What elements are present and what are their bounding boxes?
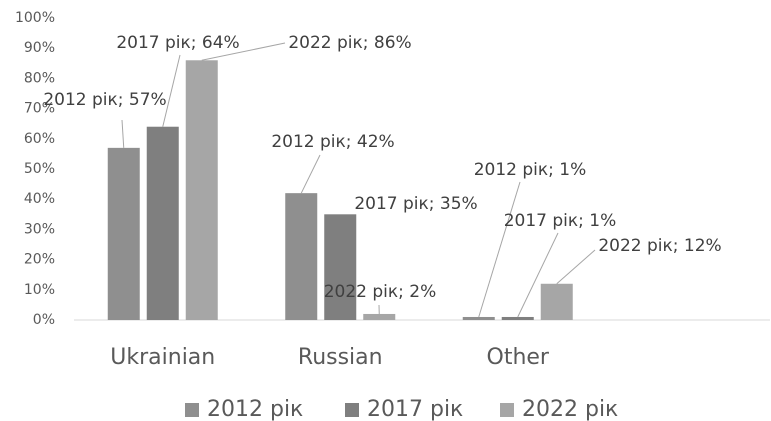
bar	[185, 60, 218, 320]
leader-line	[517, 232, 559, 318]
data-label: 2012 рік; 57%	[43, 90, 166, 110]
leader-line	[300, 154, 321, 194]
data-label: 2022 рік; 12%	[598, 236, 721, 256]
data-label: 2022 рік; 86%	[288, 33, 411, 53]
bar	[146, 126, 179, 320]
bar	[107, 147, 140, 320]
legend-label: 2012 рік	[207, 397, 303, 421]
y-tick-label: 50%	[24, 161, 55, 177]
y-tick-label: 20%	[24, 252, 55, 268]
data-label: 2022 рік; 2%	[324, 282, 437, 302]
legend-label: 2022 рік	[522, 397, 618, 421]
y-tick-label: 100%	[15, 10, 55, 26]
data-label: 2017 рік; 35%	[354, 194, 477, 214]
data-label: 2012 рік; 42%	[271, 132, 394, 152]
data-label: 2012 рік; 1%	[474, 160, 587, 180]
bar	[285, 193, 318, 320]
leader-line	[478, 181, 521, 318]
y-tick-label: 40%	[24, 191, 55, 207]
bar	[324, 214, 357, 320]
leader-line	[556, 249, 596, 285]
legend-swatch	[500, 403, 514, 417]
leader-line	[201, 42, 286, 61]
bar	[462, 316, 495, 320]
y-tick-label: 90%	[24, 40, 55, 56]
x-tick-label: Other	[487, 345, 550, 370]
leader-line	[121, 119, 125, 148]
bar	[501, 316, 534, 320]
x-tick-label: Ukrainian	[110, 345, 215, 370]
y-tick-label: 0%	[33, 312, 55, 328]
leader-line	[162, 54, 181, 127]
y-tick-label: 60%	[24, 131, 55, 147]
y-tick-label: 80%	[24, 70, 55, 86]
legend-swatch	[345, 403, 359, 417]
y-tick-label: 30%	[24, 221, 55, 237]
bar	[363, 313, 396, 320]
data-label: 2017 рік; 1%	[504, 211, 617, 231]
x-tick-label: Russian	[298, 345, 383, 370]
y-tick-label: 70%	[24, 101, 55, 117]
legend-swatch	[185, 403, 199, 417]
bar	[540, 283, 573, 320]
y-tick-label: 10%	[24, 282, 55, 298]
data-label: 2017 рік; 64%	[116, 33, 239, 53]
legend-label: 2017 рік	[367, 397, 463, 421]
